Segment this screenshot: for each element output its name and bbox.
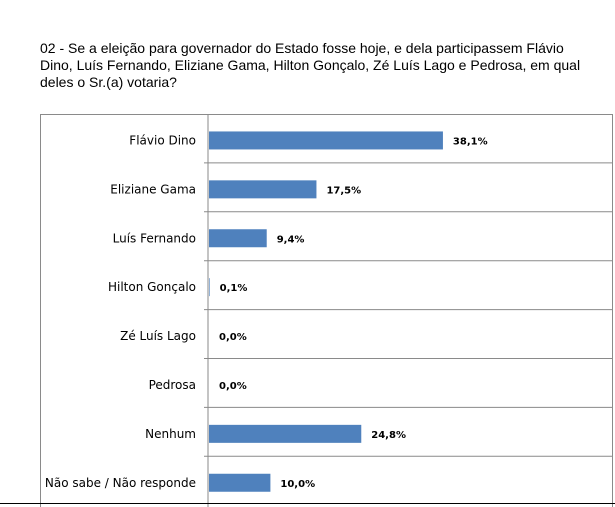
category-label: Nenhum [145, 427, 196, 441]
bars [209, 131, 443, 492]
gridlines [204, 114, 612, 507]
bar [209, 278, 210, 297]
category-label: Pedrosa [149, 378, 196, 392]
category-label: Luís Fernando [113, 231, 196, 245]
value-label: 0,1% [220, 283, 248, 294]
chart-frame [40, 114, 613, 507]
question-text: 02 - Se a eleição para governador do Est… [40, 40, 581, 90]
page-divider [0, 503, 615, 504]
bar [209, 473, 271, 492]
bar [209, 180, 317, 199]
value-label: 24,8% [371, 430, 406, 441]
value-label: 38,1% [453, 136, 488, 147]
value-label: 17,5% [326, 185, 361, 196]
bar [209, 229, 267, 248]
bar [209, 131, 443, 150]
category-label: Zé Luís Lago [120, 329, 196, 343]
category-label: Hilton Gonçalo [108, 280, 196, 294]
value-label: 0,0% [219, 332, 247, 343]
labels: Flávio Dino 38,1% Eliziane Gama 17,5% Luís F… [45, 133, 488, 489]
value-label: 0,0% [219, 381, 247, 392]
category-label: Flávio Dino [129, 133, 196, 147]
value-label: 10,0% [280, 479, 315, 490]
bar [209, 424, 362, 443]
category-label: Não sabe / Não responde [45, 476, 196, 490]
category-label: Eliziane Gama [110, 182, 196, 196]
value-label: 9,4% [277, 234, 305, 245]
